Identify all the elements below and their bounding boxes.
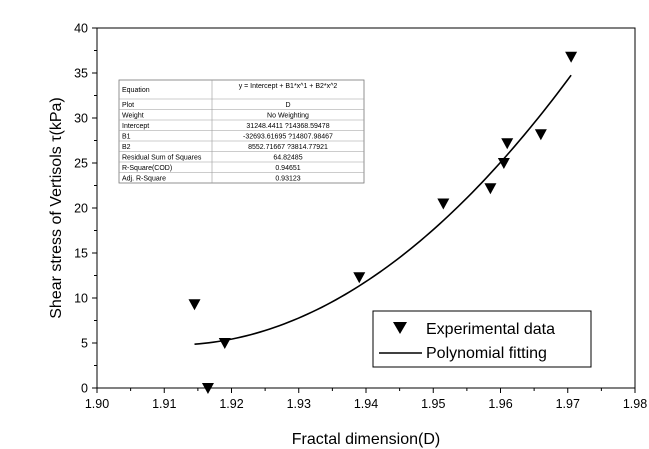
x-tick-label: 1.96 (488, 397, 512, 411)
stats-table-value: 64.82485 (273, 154, 302, 161)
stats-table-key: Intercept (122, 123, 149, 130)
legend: Experimental data Polynomial fitting (372, 310, 592, 368)
y-tick-label: 35 (74, 67, 88, 81)
stats-table-frame (118, 79, 365, 184)
y-tick-label: 20 (74, 202, 88, 216)
stats-table-key: Weight (122, 112, 144, 119)
x-tick-label: 1.95 (421, 397, 445, 411)
data-point (501, 138, 514, 150)
stats-table-key: Equation (122, 87, 150, 94)
x-tick-label: 1.94 (354, 397, 378, 411)
data-point (218, 338, 231, 349)
data-point (201, 383, 214, 394)
data-point (437, 198, 450, 210)
data-point (534, 129, 547, 141)
stats-table-value: 31248.4411 ?14368.59478 (246, 123, 329, 130)
polynomial-fit-line (194, 74, 572, 345)
stats-table-value: 0.93123 (275, 175, 300, 182)
stats-table-key: Adj. R-Square (122, 175, 166, 182)
stats-table-key: B1 (122, 133, 131, 140)
legend-marker-triangle (393, 322, 407, 334)
data-points (188, 51, 578, 394)
x-tick-label: 1.90 (85, 397, 109, 411)
y-tick-label: 40 (74, 22, 88, 36)
x-tick-label: 1.98 (623, 397, 647, 411)
stats-table-value: D (285, 102, 290, 109)
x-axis-title: Fractal dimension(D) (292, 431, 440, 448)
y-tick-label: 15 (74, 247, 88, 261)
stats-table: Equation y = Intercept + B1*x^1 + B2*x^2 P… (118, 79, 365, 184)
x-tick-label: 1.92 (219, 397, 243, 411)
stats-table-value: y = Intercept + B1*x^1 + B2*x^2 (239, 83, 338, 90)
x-tick-label: 1.97 (556, 397, 580, 411)
stats-table-key: B2 (122, 144, 131, 151)
y-tick-label: 5 (81, 337, 88, 351)
data-point (497, 158, 510, 169)
data-point (565, 51, 578, 63)
legend-label-experimental: Experimental data (426, 321, 555, 338)
y-axis-title: Shear stress of Vertisols τ(kPa) (48, 97, 65, 319)
stats-table-key: Residual Sum of Squares (122, 154, 202, 161)
x-tick-label: 1.93 (287, 397, 311, 411)
data-point (188, 299, 201, 311)
stats-table-key: Plot (122, 102, 134, 109)
legend-box (372, 310, 592, 368)
legend-label-fit: Polynomial fitting (426, 345, 547, 362)
stats-table-value: No Weighting (267, 112, 309, 119)
y-tick-label: 25 (74, 157, 88, 171)
y-tick-label: 10 (74, 292, 88, 306)
stats-table-key: R-Square(COD) (122, 165, 172, 172)
stats-table-value: -32693.61695 ?14807.98467 (243, 133, 333, 140)
x-tick-label: 1.91 (152, 397, 176, 411)
y-tick-label: 30 (74, 112, 88, 126)
data-point (484, 183, 497, 195)
y-axis: 0 5 10 15 20 25 30 35 40 (74, 22, 97, 396)
stats-table-value: 0.94651 (275, 165, 300, 172)
stats-table-value: 8552.71667 ?3814.77921 (248, 144, 328, 151)
x-axis: 1.90 1.91 1.92 1.93 1.94 1.95 1.96 1.97 1.98 (85, 388, 647, 411)
y-tick-label: 0 (81, 382, 88, 396)
data-point (353, 272, 366, 284)
